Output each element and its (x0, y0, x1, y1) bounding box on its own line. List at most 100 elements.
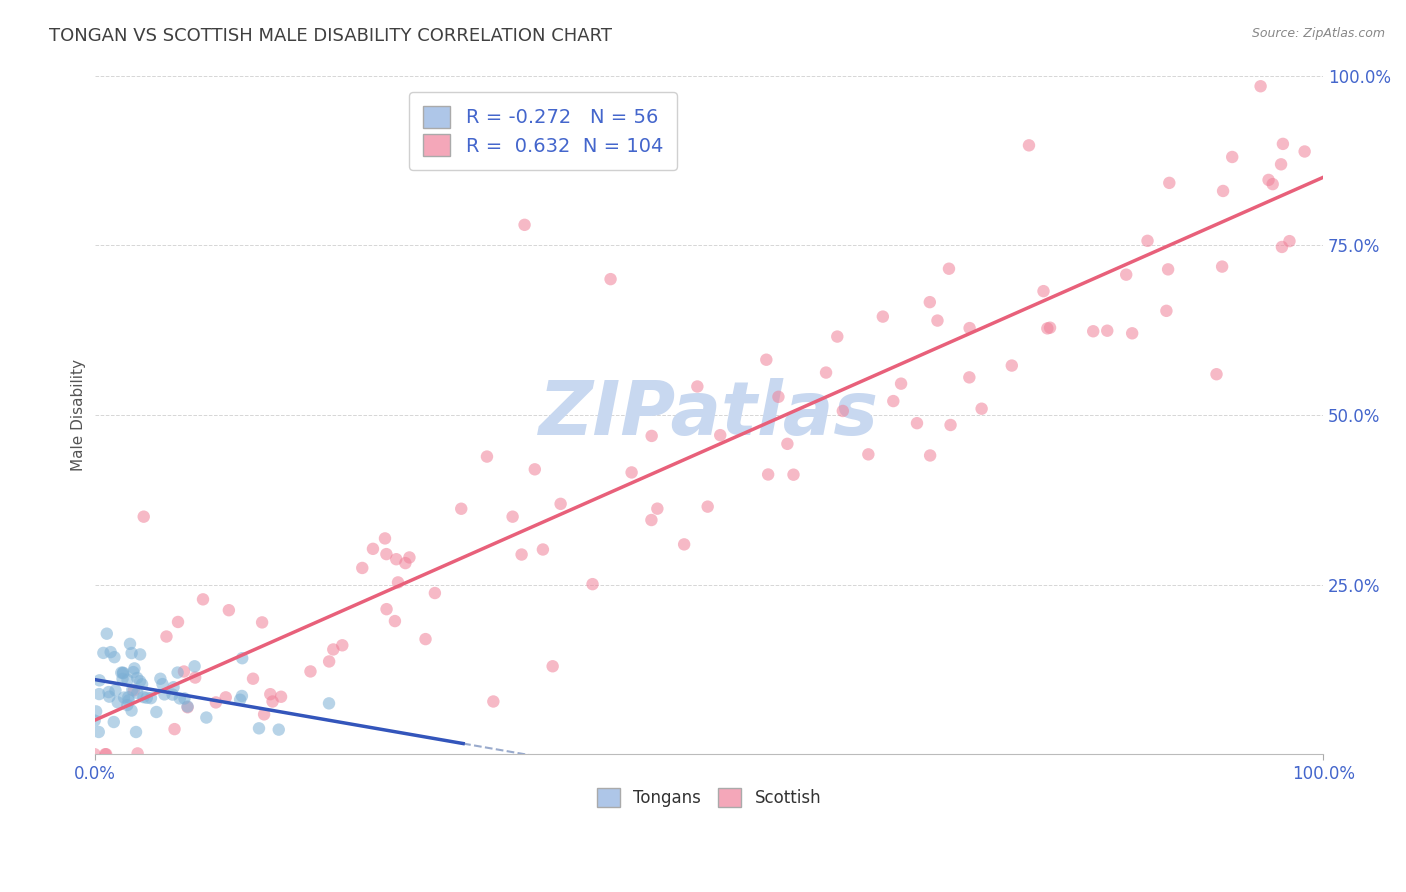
Point (957, 370, 980, 384)
Point (330, 638, 353, 652)
Point (218, 603, 240, 617)
Point (1271, 240, 1294, 254)
Point (162, 688, 184, 702)
Point (387, 575, 409, 590)
Point (139, 691, 162, 706)
Point (125, 725, 148, 739)
Point (1261, 177, 1284, 191)
Point (166, 665, 188, 680)
Point (191, 592, 214, 607)
Point (450, 501, 472, 516)
Point (1211, 260, 1233, 274)
Point (1205, 368, 1227, 382)
Point (215, 690, 238, 705)
Point (927, 313, 949, 327)
Point (205, 695, 228, 709)
Point (153, 687, 176, 701)
Point (110, 665, 132, 680)
Point (1294, 145, 1316, 159)
Point (89, 687, 111, 701)
Point (122, 665, 145, 679)
Point (686, 379, 709, 393)
Point (640, 429, 662, 443)
Point (155, 630, 177, 644)
Point (162, 680, 184, 694)
Point (152, 677, 174, 691)
Point (541, 659, 564, 673)
Point (384, 614, 406, 628)
Point (696, 500, 718, 514)
Point (145, 705, 167, 719)
Point (322, 642, 344, 657)
Point (117, 698, 139, 712)
Point (1018, 138, 1040, 153)
Point (107, 695, 129, 709)
Point (513, 218, 536, 232)
Point (169, 691, 191, 706)
Point (231, 689, 253, 703)
Point (229, 692, 252, 706)
Point (163, 722, 186, 736)
Point (94, 747, 117, 762)
Point (100, 645, 122, 659)
Point (882, 394, 904, 409)
Point (98, 690, 121, 704)
Point (231, 651, 253, 665)
Point (1036, 321, 1059, 335)
Point (242, 672, 264, 686)
Point (531, 542, 554, 557)
Point (176, 699, 198, 714)
Point (815, 366, 838, 380)
Point (1250, 79, 1272, 94)
Point (385, 552, 408, 566)
Point (755, 352, 778, 367)
Point (939, 417, 962, 432)
Point (550, 497, 572, 511)
Point (970, 401, 993, 416)
Point (318, 655, 340, 669)
Point (97, 685, 120, 699)
Point (475, 450, 498, 464)
Point (959, 321, 981, 335)
Point (127, 671, 149, 685)
Point (918, 295, 941, 310)
Point (1039, 320, 1062, 334)
Point (318, 697, 340, 711)
Point (872, 310, 894, 324)
Point (173, 665, 195, 679)
Point (827, 329, 849, 343)
Point (620, 466, 643, 480)
Point (118, 637, 141, 651)
Point (375, 547, 398, 561)
Point (167, 615, 190, 629)
Point (1083, 324, 1105, 338)
Point (1115, 268, 1137, 282)
Point (132, 690, 155, 705)
Point (905, 416, 928, 430)
Point (299, 665, 322, 679)
Point (132, 509, 155, 524)
Point (117, 690, 139, 705)
Point (96, 626, 118, 640)
Point (135, 690, 157, 705)
Point (121, 682, 143, 697)
Point (87, 725, 110, 739)
Point (415, 632, 437, 646)
Point (111, 672, 134, 686)
Point (112, 666, 135, 681)
Point (129, 674, 152, 689)
Point (599, 272, 621, 286)
Point (259, 687, 281, 701)
Point (375, 602, 398, 616)
Point (117, 673, 139, 687)
Point (122, 683, 145, 698)
Y-axis label: Male Disability: Male Disability (72, 359, 86, 471)
Point (127, 747, 149, 761)
Point (103, 650, 125, 665)
Point (361, 541, 384, 556)
Point (184, 671, 207, 685)
Point (1257, 173, 1279, 187)
Point (1220, 150, 1243, 164)
Point (195, 710, 218, 724)
Point (394, 556, 416, 570)
